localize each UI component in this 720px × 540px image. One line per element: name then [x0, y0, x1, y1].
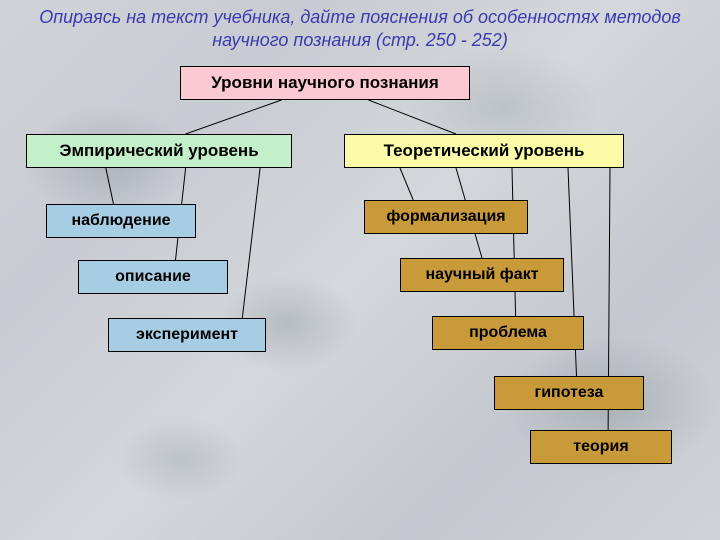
th5-label: теория — [573, 438, 628, 456]
th-item-2: научный факт — [400, 258, 564, 292]
th-item-1: формализация — [364, 200, 528, 234]
theoretical-label: Теоретический уровень — [384, 141, 585, 161]
th-item-3: проблема — [432, 316, 584, 350]
th-item-4: гипотеза — [494, 376, 644, 410]
emp1-label: наблюдение — [71, 212, 170, 230]
th1-label: формализация — [386, 208, 505, 226]
empirical-box: Эмпирический уровень — [26, 134, 292, 168]
emp-item-1: наблюдение — [46, 204, 196, 238]
emp2-label: описание — [115, 268, 191, 286]
th3-label: проблема — [469, 324, 547, 342]
empirical-label: Эмпирический уровень — [59, 141, 258, 161]
emp3-label: эксперимент — [136, 326, 238, 344]
emp-item-2: описание — [78, 260, 228, 294]
root-label: Уровни научного познания — [211, 73, 439, 93]
th4-label: гипотеза — [535, 384, 604, 402]
th2-label: научный факт — [425, 266, 538, 284]
theoretical-box: Теоретический уровень — [344, 134, 624, 168]
emp-item-3: эксперимент — [108, 318, 266, 352]
root-box: Уровни научного познания — [180, 66, 470, 100]
instruction-title: Опираясь на текст учебника, дайте поясне… — [0, 6, 720, 53]
th-item-5: теория — [530, 430, 672, 464]
